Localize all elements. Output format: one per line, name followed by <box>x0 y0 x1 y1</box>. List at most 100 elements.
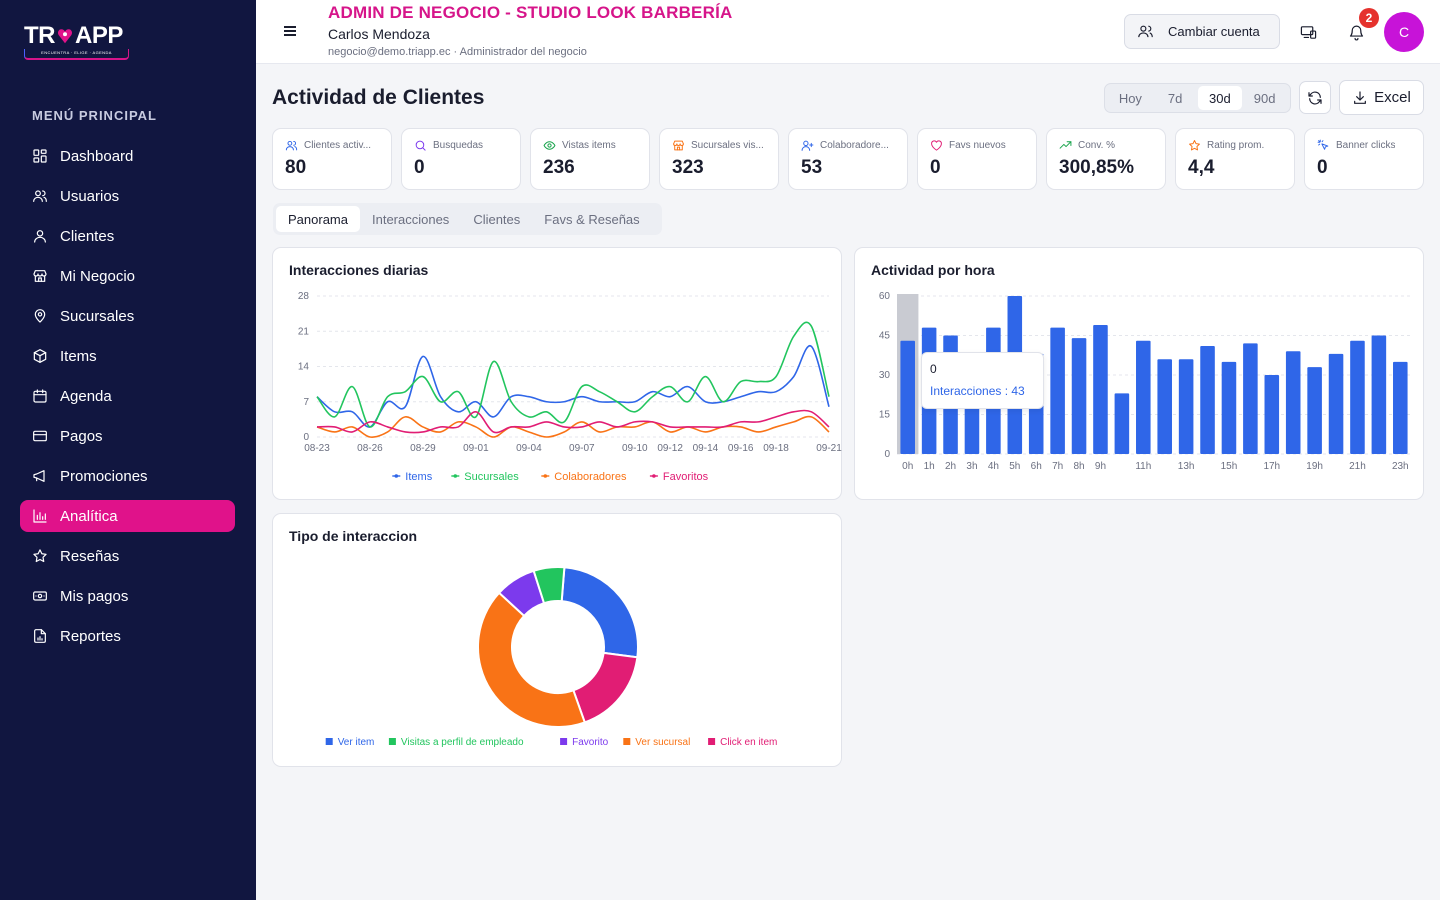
series-line-sucursales <box>316 321 830 428</box>
export-excel-button[interactable]: Excel <box>1339 80 1424 115</box>
bar-10h <box>1114 393 1130 454</box>
x-tick-label: 23h <box>1392 461 1409 472</box>
x-tick-label: 9h <box>1095 461 1106 472</box>
slice-ver-sucursal <box>477 591 587 728</box>
tab-favs-rese-as[interactable]: Favs & Reseñas <box>544 211 640 227</box>
type-chart-title: Tipo de interaccion <box>289 528 418 544</box>
users-icon <box>1138 25 1153 38</box>
sidebar-item-promociones[interactable]: Promociones <box>20 460 235 492</box>
x-tick-label: 09-21 <box>816 443 842 454</box>
user-icon <box>32 228 48 244</box>
bar-19h <box>1307 367 1322 454</box>
series-line-favoritos <box>316 409 830 434</box>
triapp-logo[interactable]: TR APP ENCUENTRA · ELIGE · AGENDA <box>24 22 134 62</box>
legend-swatch <box>623 738 631 745</box>
refresh-icon <box>1308 91 1322 104</box>
x-tick-label: 08-26 <box>357 443 383 454</box>
bar-20h <box>1328 353 1344 454</box>
sidebar-item-usuarios[interactable]: Usuarios <box>20 180 235 212</box>
devices-icon[interactable] <box>1298 22 1318 42</box>
y-tick-label: 0 <box>303 432 309 443</box>
sidebar-item-mis-pagos[interactable]: Mis pagos <box>20 580 235 612</box>
x-tick-label: 1h <box>924 461 935 472</box>
credit-card-icon <box>32 428 48 444</box>
bar-12h <box>1157 359 1172 454</box>
sidebar-item-clientes[interactable]: Clientes <box>20 220 235 252</box>
star-icon <box>33 549 47 563</box>
x-tick-label: 5h <box>1009 461 1020 472</box>
kpi-value: 80 <box>285 157 307 178</box>
legend-label: Colaboradores <box>554 471 627 483</box>
x-tick-label: 13h <box>1178 461 1195 472</box>
file-chart-icon <box>32 628 48 644</box>
page-title: Actividad de Clientes <box>272 86 485 109</box>
bar-8h <box>1071 338 1087 454</box>
legend-swatch <box>325 738 333 745</box>
sidebar-item-reportes[interactable]: Reportes <box>20 620 235 652</box>
x-tick-label: 09-18 <box>763 443 789 454</box>
download-icon <box>1354 90 1367 104</box>
legend-label: Items <box>405 471 432 483</box>
sidebar-item-label: Reportes <box>60 627 121 645</box>
star-icon <box>1189 140 1200 151</box>
kpi-value: 0 <box>1317 157 1328 178</box>
range-hoy[interactable]: Hoy <box>1118 90 1142 106</box>
refresh-button[interactable] <box>1299 81 1331 114</box>
sidebar-item-sucursales[interactable]: Sucursales <box>20 300 235 332</box>
sidebar-item-analítica[interactable]: Analítica <box>20 500 235 532</box>
sidebar-item-label: Mis pagos <box>60 587 129 605</box>
kpi-label: Conv. % <box>1078 140 1116 151</box>
legend-marker-dot <box>453 474 458 478</box>
sidebar-item-agenda[interactable]: Agenda <box>20 380 235 412</box>
hamburger-menu-icon[interactable] <box>284 24 300 40</box>
bar-chart-icon <box>33 509 47 523</box>
trending-up-icon <box>1059 141 1072 149</box>
daily-interactions-chart: 0 7 14 21 28 08-23 08-26 08-29 09-01 09-04 09-07 09… <box>298 291 842 483</box>
kpi-card: Conv. % 300,85% <box>1046 128 1166 190</box>
sidebar-item-label: Pagos <box>60 427 103 445</box>
y-tick-label: 15 <box>879 410 891 421</box>
megaphone-icon <box>33 470 45 482</box>
sidebar-item-mi-negocio[interactable]: Mi Negocio <box>20 260 235 292</box>
bar-17h <box>1264 375 1280 454</box>
search-icon <box>415 140 426 151</box>
avatar[interactable]: C <box>1384 12 1424 52</box>
tab-interacciones[interactable]: Interacciones <box>371 211 450 227</box>
switch-account-button[interactable]: Cambiar cuenta <box>1124 14 1280 49</box>
tab-panorama[interactable]: Panorama <box>276 206 360 232</box>
legend-label: Ver sucursal <box>635 737 690 748</box>
sidebar-item-reseñas[interactable]: Reseñas <box>20 540 235 572</box>
x-tick-label: 15h <box>1221 461 1238 472</box>
sidebar-item-pagos[interactable]: Pagos <box>20 420 235 452</box>
bar-14h <box>1200 346 1215 454</box>
map-pin-icon <box>34 309 46 323</box>
banknote-icon <box>32 588 48 604</box>
legend-marker-dot <box>394 474 399 478</box>
map-pin-icon <box>32 308 48 324</box>
range-7d[interactable]: 7d <box>1167 90 1183 106</box>
sidebar-item-dashboard[interactable]: Dashboard <box>20 140 235 172</box>
x-tick-label: 09-16 <box>728 443 754 454</box>
sidebar-item-items[interactable]: Items <box>20 340 235 372</box>
heart-pin-icon <box>57 29 73 44</box>
bar-15h <box>1221 361 1237 454</box>
sidebar-item-label: Promociones <box>60 467 148 485</box>
star-icon <box>32 548 48 564</box>
bell-icon[interactable] <box>1346 22 1366 42</box>
calendar-icon <box>33 389 47 403</box>
kpi-value: 0 <box>414 157 425 178</box>
y-tick-label: 14 <box>298 362 310 373</box>
y-tick-label: 7 <box>303 397 309 408</box>
x-tick-label: 7h <box>1052 461 1063 472</box>
kpi-value: 323 <box>672 157 704 178</box>
tab-clientes[interactable]: Clientes <box>473 211 521 227</box>
business-title: ADMIN DE NEGOCIO - STUDIO LOOK BARBERÍA <box>328 3 733 22</box>
range-90d[interactable]: 90d <box>1253 90 1276 106</box>
megaphone-icon <box>32 468 48 484</box>
x-tick-label: 09-14 <box>693 443 719 454</box>
range-30d[interactable]: 30d <box>1197 86 1243 110</box>
sidebar-item-label: Agenda <box>60 387 112 405</box>
bar-21h <box>1350 340 1365 454</box>
file-chart-icon <box>34 629 46 643</box>
calendar-icon <box>32 388 48 404</box>
